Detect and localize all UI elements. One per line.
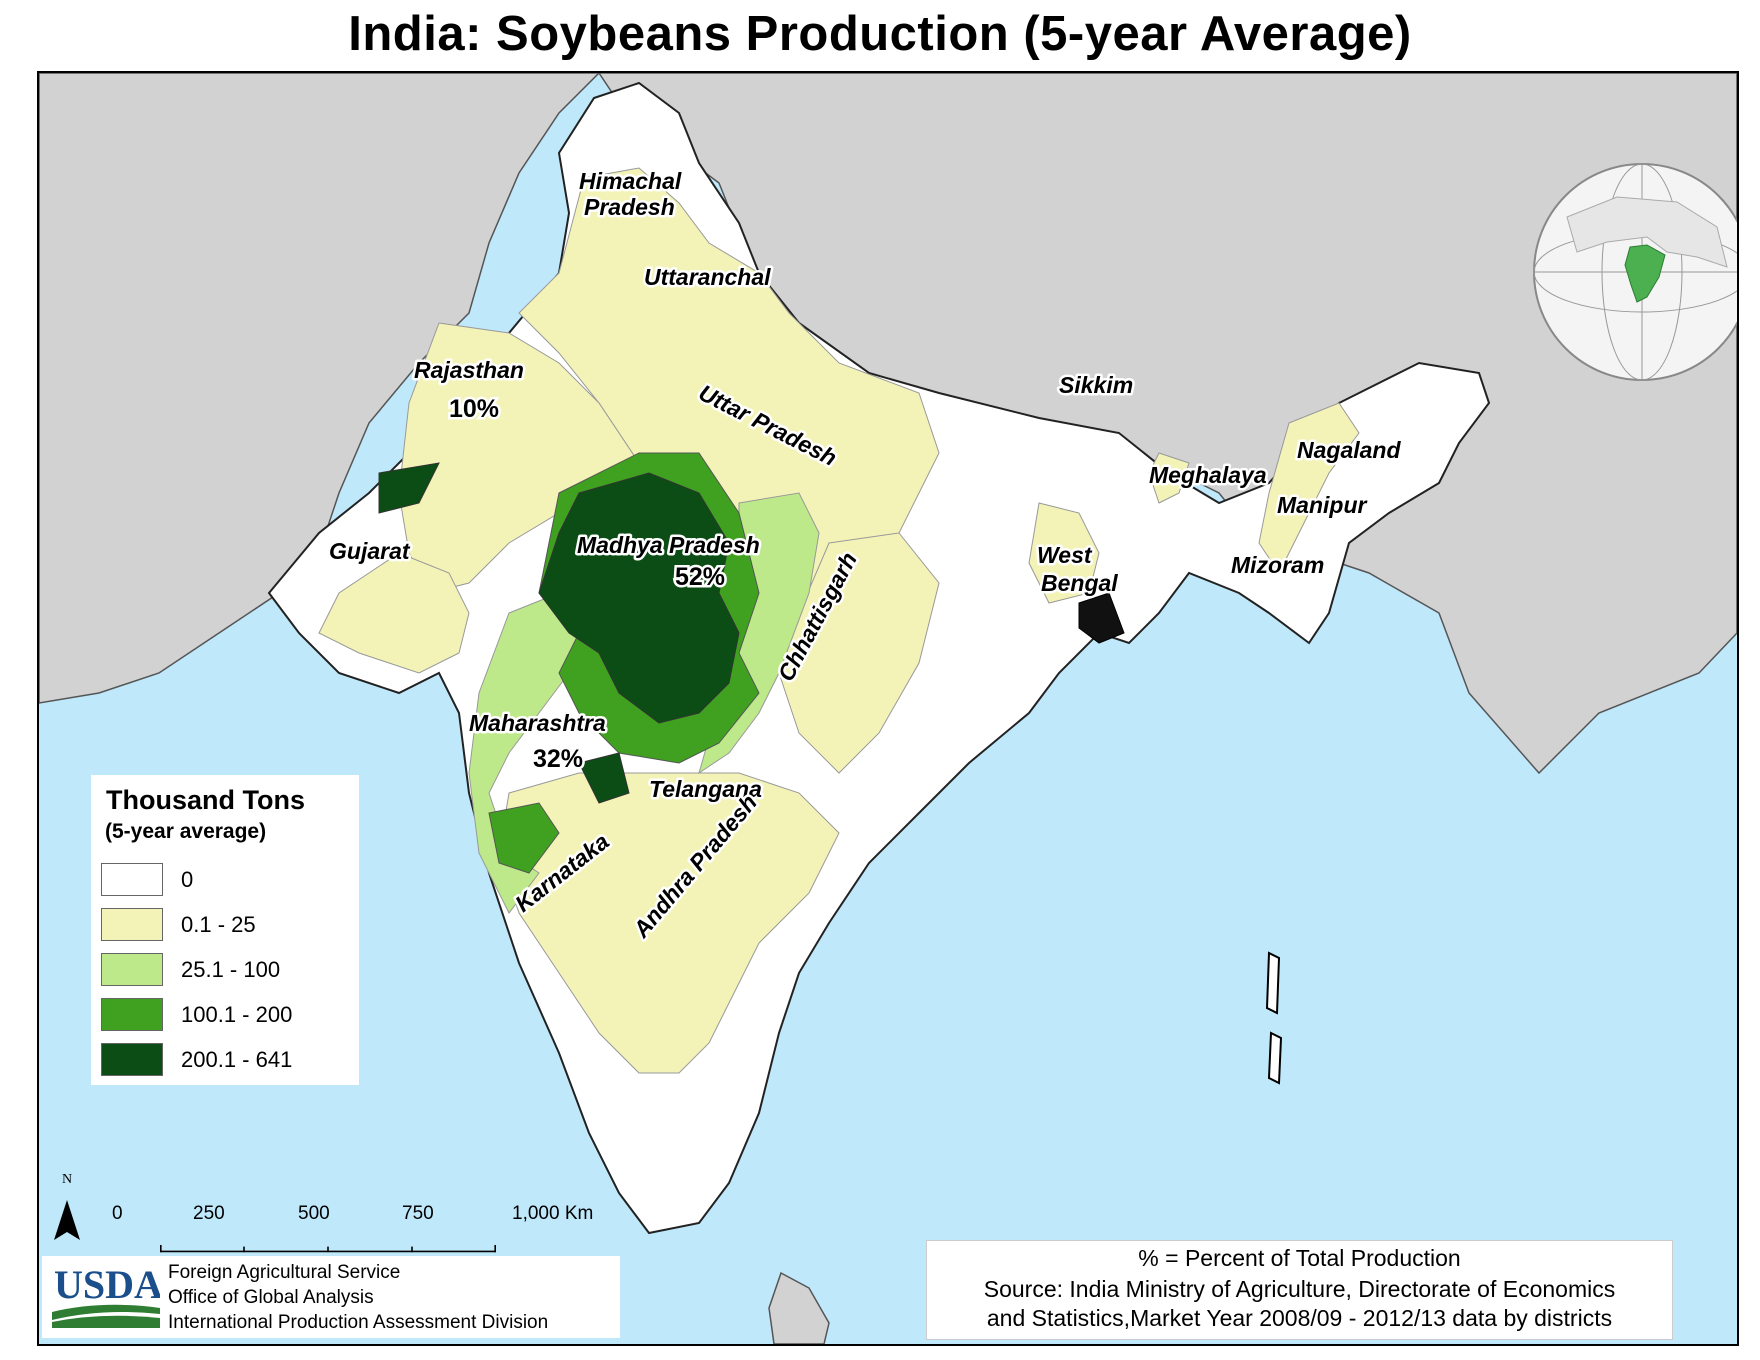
legend-swatch bbox=[101, 953, 163, 986]
scale-tick-750: 750 bbox=[402, 1203, 434, 1224]
globe-locator bbox=[1533, 163, 1737, 381]
region-label-rajasthan: Rajasthan bbox=[414, 357, 524, 383]
region-label-uttaranchal: Uttaranchal bbox=[644, 264, 771, 290]
area-low-gujarat bbox=[318, 552, 470, 674]
region-label-mp: Madhya Pradesh bbox=[577, 532, 760, 558]
north-arrow-icon: N bbox=[54, 1172, 80, 1240]
map-frame: Himachal Pradesh Uttaranchal Rajasthan Uttar… bbox=[37, 71, 1739, 1346]
region-label-mizoram: Mizoram bbox=[1231, 552, 1324, 578]
percent-label-maharashtra: 32% bbox=[533, 745, 583, 773]
north-label: N bbox=[62, 1172, 72, 1187]
usda-logo: USDA bbox=[52, 1262, 160, 1328]
usda-attribution: USDA Foreign Agricultural Service Office… bbox=[42, 1256, 620, 1338]
legend-subtitle: (5-year average) bbox=[105, 820, 267, 843]
usda-line-3: International Production Assessment Divi… bbox=[168, 1312, 549, 1333]
source-line-1: % = Percent of Total Production bbox=[1138, 1245, 1461, 1271]
region-label-himachal2: Pradesh bbox=[584, 194, 675, 220]
scale-bar bbox=[160, 1245, 496, 1253]
scale-bar-group: N 0 250 500 750 1,000 Km bbox=[50, 1170, 610, 1260]
region-label-telangana: Telangana bbox=[649, 776, 762, 802]
svg-text:USDA: USDA bbox=[54, 1262, 160, 1307]
neighbor-land-sri-lanka bbox=[768, 1271, 830, 1344]
legend: Thousand Tons (5-year average) 0 0.1 - 2… bbox=[91, 775, 359, 1085]
legend-label: 25.1 - 100 bbox=[181, 957, 281, 982]
india-highlight bbox=[1624, 244, 1666, 303]
legend-title: Thousand Tons bbox=[106, 785, 305, 815]
scale-tick-0: 0 bbox=[112, 1203, 123, 1224]
region-label-manipur: Manipur bbox=[1277, 492, 1367, 518]
legend-label: 0.1 - 25 bbox=[181, 912, 256, 937]
scale-tick-250: 250 bbox=[193, 1203, 225, 1224]
region-label-maharashtra: Maharashtra bbox=[469, 710, 606, 736]
source-note: % = Percent of Total Production Source: … bbox=[926, 1240, 1673, 1340]
source-line-3: and Statistics,Market Year 2008/09 - 201… bbox=[986, 1305, 1613, 1331]
region-label-nagaland: Nagaland bbox=[1297, 437, 1401, 463]
region-label-wb2: Bengal bbox=[1041, 570, 1118, 596]
legend-label: 100.1 - 200 bbox=[181, 1002, 293, 1027]
usda-line-2: Office of Global Analysis bbox=[168, 1287, 374, 1308]
region-label-sikkim: Sikkim bbox=[1059, 372, 1133, 398]
legend-label: 200.1 - 641 bbox=[181, 1047, 293, 1072]
scale-tick-1000: 1,000 Km bbox=[512, 1203, 594, 1224]
percent-label-rajasthan: 10% bbox=[449, 395, 499, 423]
scale-tick-500: 500 bbox=[298, 1203, 330, 1224]
region-label-gujarat: Gujarat bbox=[329, 538, 411, 564]
legend-swatch bbox=[101, 863, 163, 896]
andaman-islands bbox=[1265, 951, 1283, 1085]
area-top bbox=[378, 462, 740, 804]
bangladesh-border bbox=[1078, 592, 1125, 644]
legend-swatch bbox=[101, 1043, 163, 1076]
neighbor-land-west bbox=[39, 73, 601, 704]
area-low-south bbox=[498, 772, 840, 1074]
region-label-himachal1: Himachal bbox=[579, 168, 682, 194]
map-title: India: Soybeans Production (5-year Avera… bbox=[348, 7, 1412, 61]
legend-swatch bbox=[101, 998, 163, 1031]
legend-label: 0 bbox=[181, 867, 194, 892]
india-map: HimachalPradeshUttaranchalRajasthanUttar… bbox=[39, 73, 1737, 1344]
percent-label-madhya_pradesh: 52% bbox=[675, 563, 725, 591]
usda-line-1: Foreign Agricultural Service bbox=[168, 1262, 401, 1283]
source-line-2: Source: India Ministry of Agriculture, D… bbox=[983, 1276, 1616, 1302]
legend-swatch bbox=[101, 908, 163, 941]
region-label-wb1: West bbox=[1037, 542, 1093, 568]
region-label-meghalaya: Meghalaya bbox=[1149, 462, 1267, 488]
area-low-northeast bbox=[1028, 402, 1360, 604]
